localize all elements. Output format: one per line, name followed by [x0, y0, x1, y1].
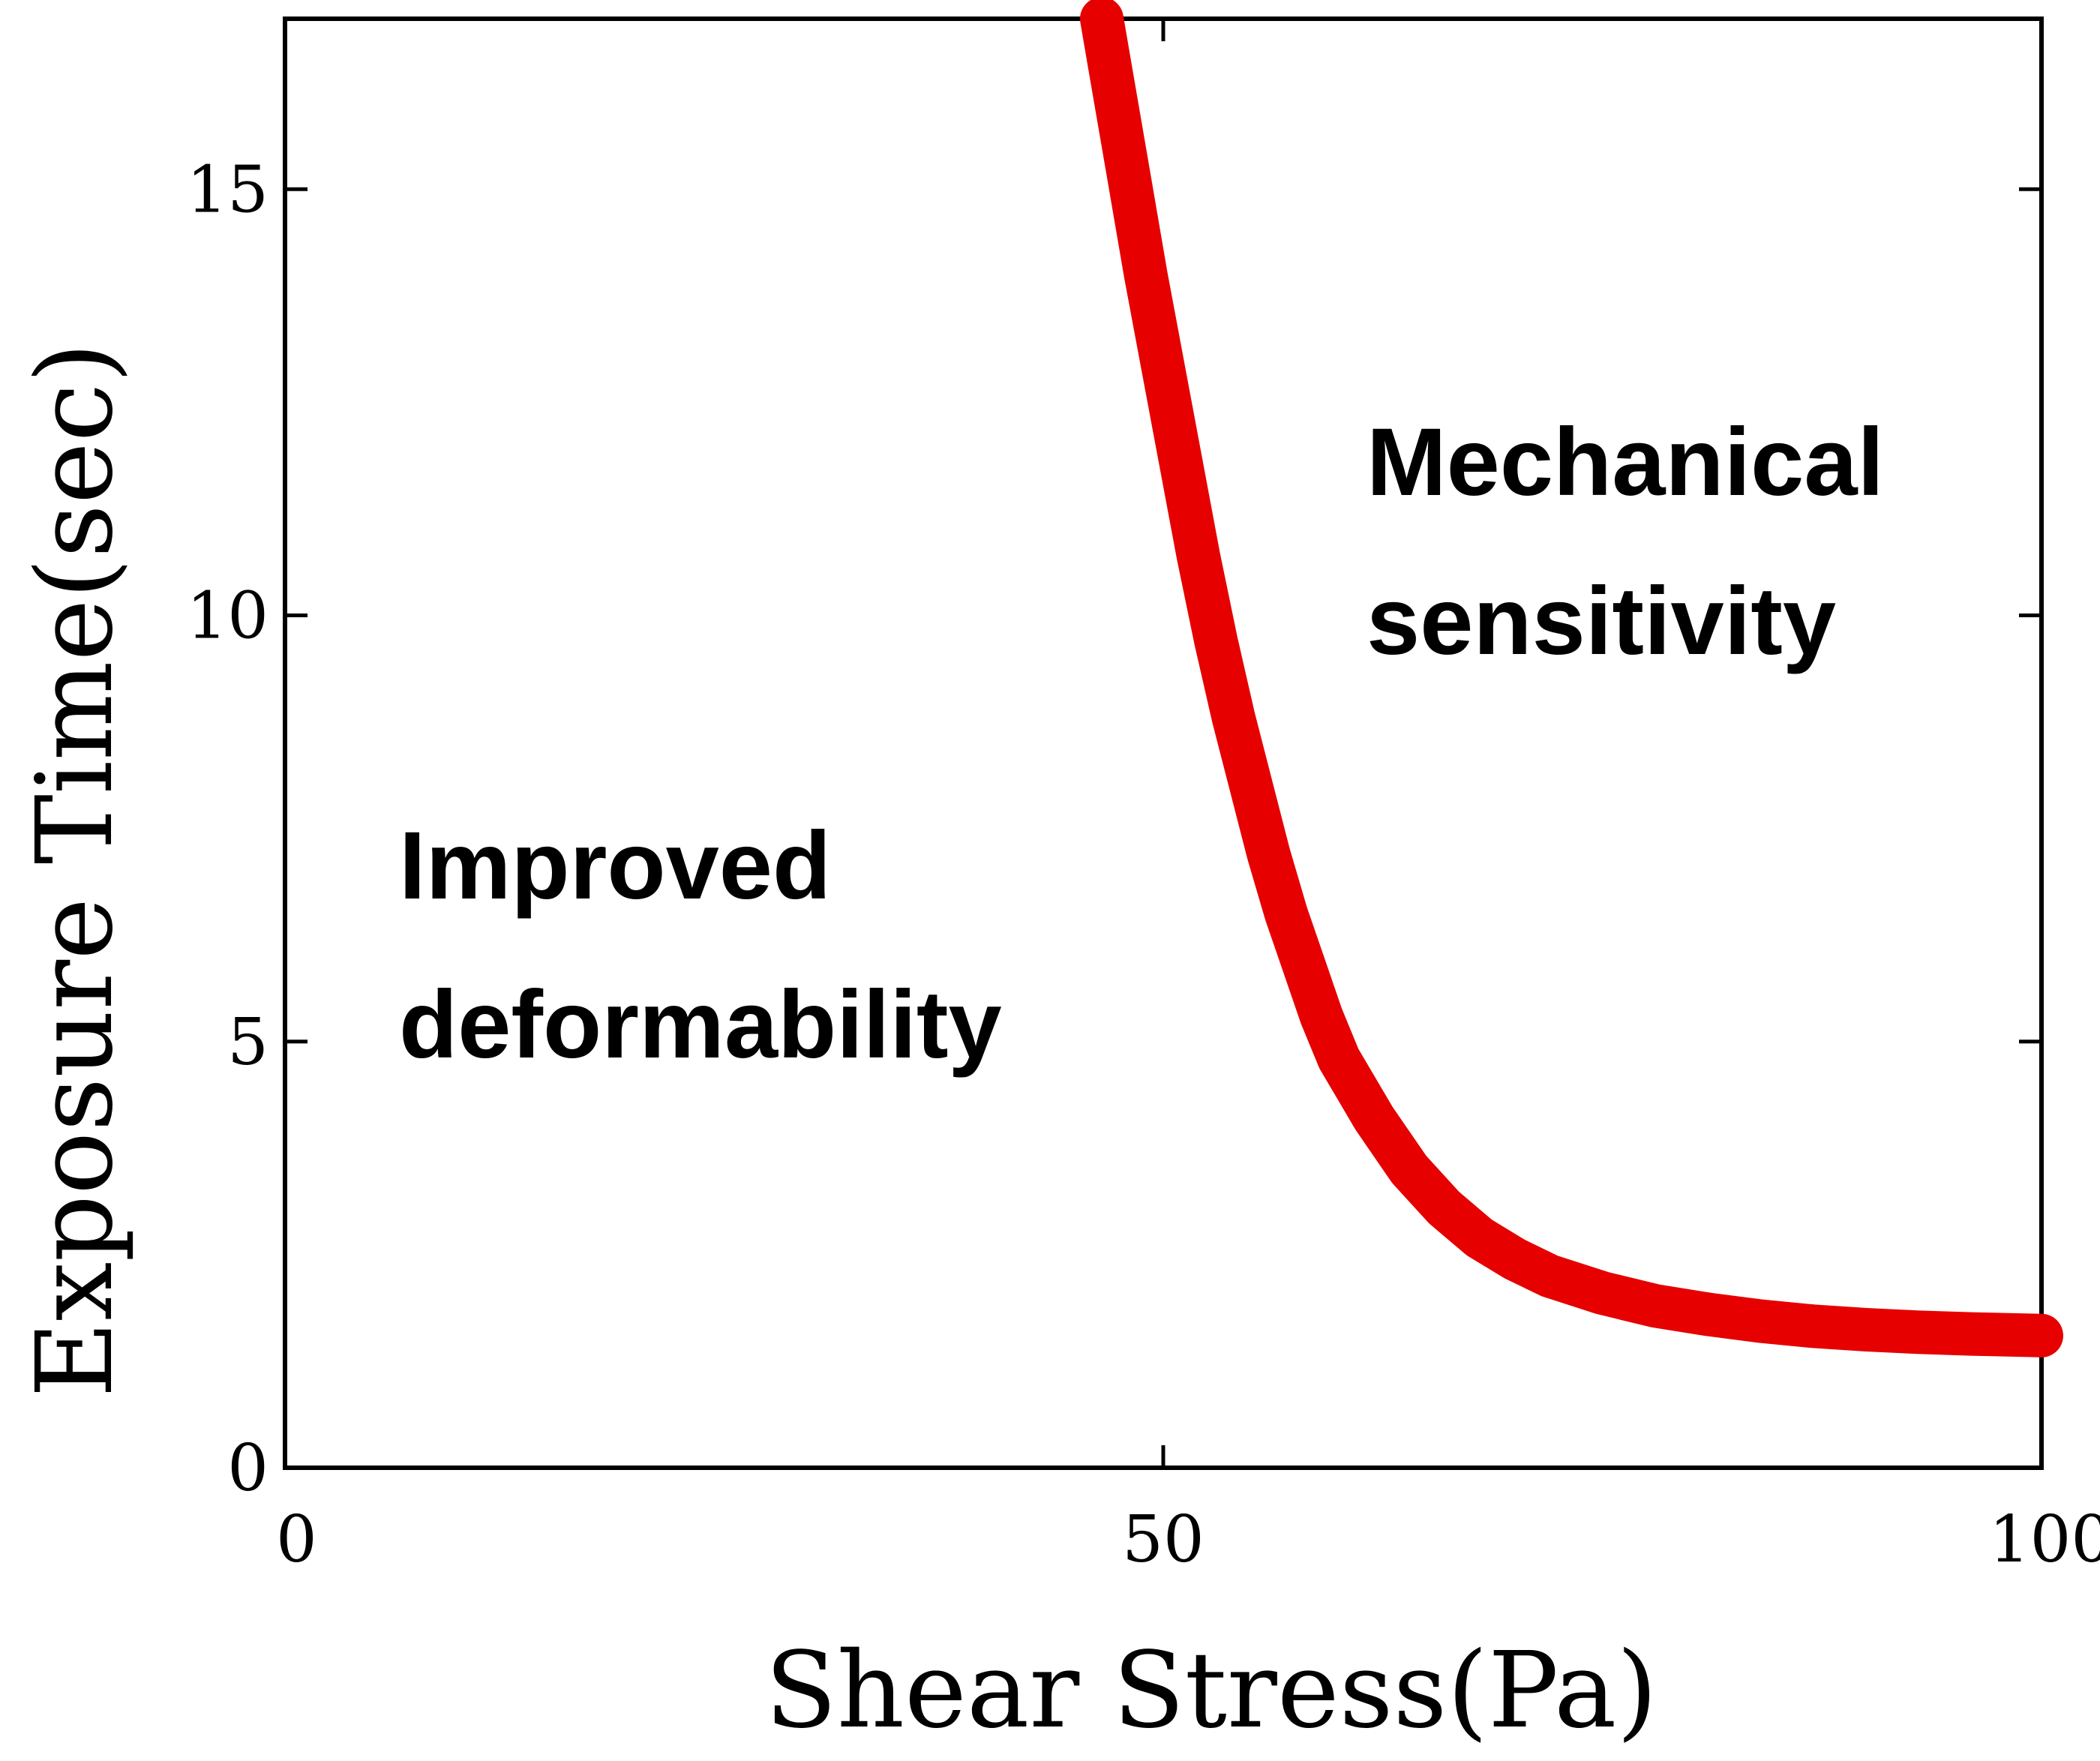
- plot-area-frame: [283, 16, 2044, 1470]
- annotation-improved-line1: Improved: [399, 812, 831, 920]
- annotation-mechanical-line2: sensitivity: [1366, 568, 1836, 675]
- series-layer: [1080, 0, 2063, 1358]
- y-tick-label: 10: [187, 579, 268, 654]
- x-axis-ticks: 0 50 100: [276, 19, 2100, 1577]
- y-tick-label: 0: [227, 1431, 268, 1506]
- x-tick-label: 100: [1989, 1502, 2100, 1577]
- y-tick-label: 5: [227, 1005, 268, 1080]
- y-axis-title: Exposure Time(sec): [14, 342, 136, 1397]
- annotation-mechanical-line1: Mechanical: [1366, 409, 1884, 516]
- x-axis-title: Shear Stress(Pa): [765, 1630, 1658, 1752]
- y-axis-ticks: 0 5 10 15: [187, 152, 2042, 1506]
- annotation-improved-line2: deformability: [399, 971, 1002, 1078]
- x-tick-label: 50: [1122, 1502, 1204, 1577]
- x-tick-label: 0: [276, 1502, 317, 1577]
- y-tick-label: 15: [187, 152, 268, 227]
- series-line-threshold: [1080, 0, 2063, 1358]
